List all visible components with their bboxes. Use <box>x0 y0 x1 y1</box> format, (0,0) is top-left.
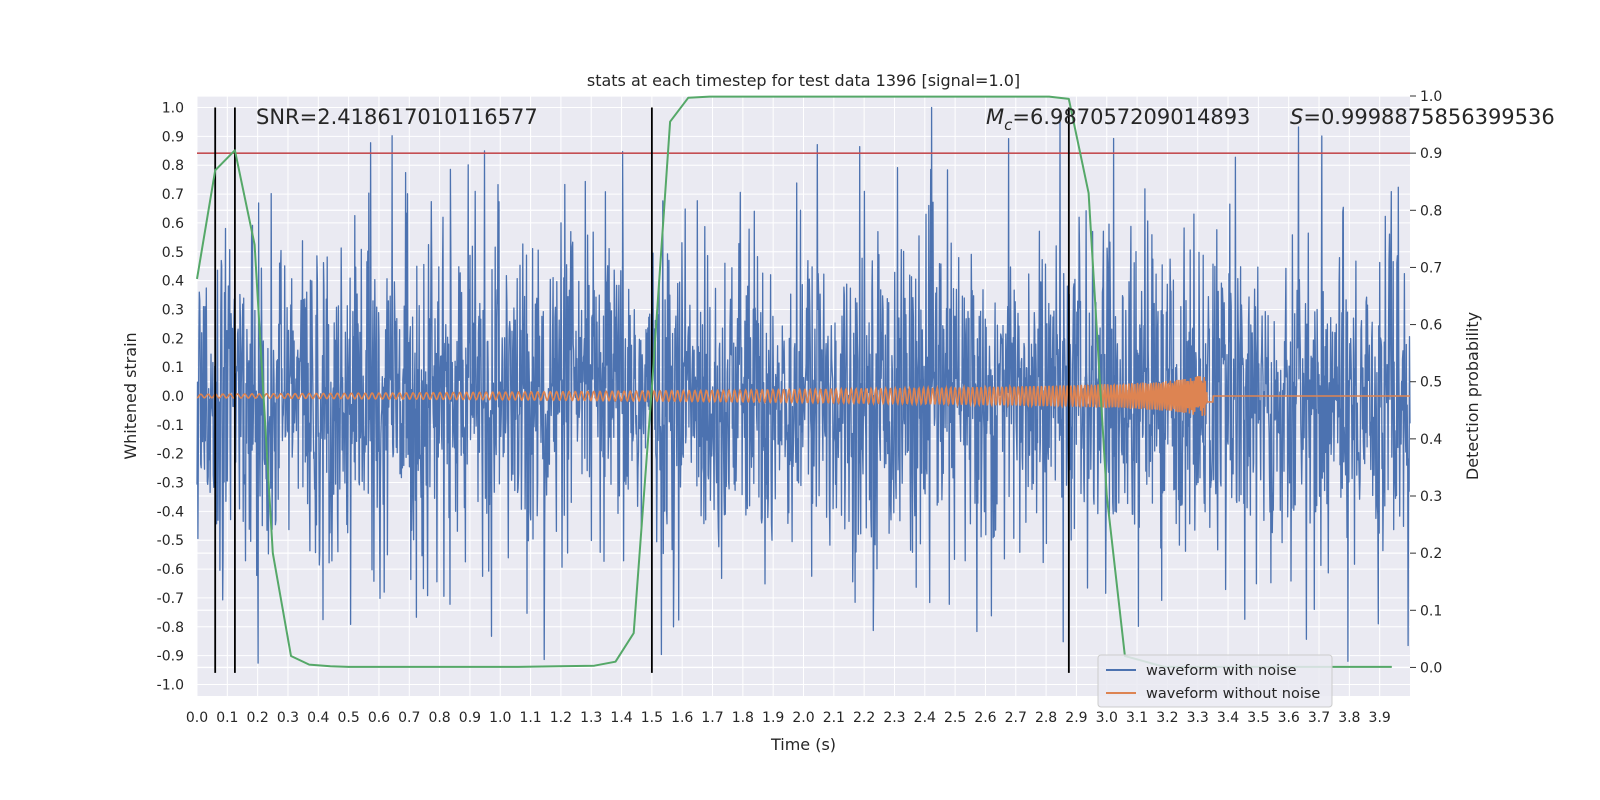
series-detection-probability <box>196 95 1392 668</box>
mc-value: =6.987057209014893 <box>1012 105 1250 129</box>
x-tick-label: 2.0 <box>792 710 814 726</box>
x-tick-label: 3.5 <box>1247 710 1269 726</box>
x-tick-label: 2.7 <box>1005 710 1027 726</box>
y-tick-label: -0.9 <box>157 649 184 665</box>
y2-axis-label: Detection probability <box>1463 312 1482 480</box>
series-waveform-without-noise <box>196 376 1410 416</box>
y-tick-label: 0.9 <box>162 129 184 145</box>
y-tick-label: 1.0 <box>162 101 184 117</box>
x-tick-label: 3.0 <box>1096 710 1118 726</box>
x-tick-label: 3.4 <box>1217 710 1239 726</box>
probability-trace <box>196 95 1392 668</box>
y2-tick-label: 0.4 <box>1420 432 1442 448</box>
y-tick-label: 0.2 <box>162 331 184 347</box>
y2-tick-label: 0.0 <box>1420 660 1442 676</box>
x-tick-label: 2.8 <box>1035 710 1057 726</box>
x-tick-label: 1.1 <box>519 710 541 726</box>
x-tick-label: 0.2 <box>247 710 269 726</box>
x-tick-label: 1.6 <box>671 710 693 726</box>
y2-tick-label: 0.8 <box>1420 203 1442 219</box>
y-tick-label: -0.8 <box>157 620 184 636</box>
mc-subscript: c <box>1004 116 1013 134</box>
y2-tick-label: 0.2 <box>1420 546 1442 562</box>
y-tick-label: 0.5 <box>162 245 184 261</box>
x-tick-label: 1.3 <box>580 710 602 726</box>
noise-trace <box>196 106 1411 664</box>
y2-tick-label: 0.5 <box>1420 375 1442 391</box>
x-tick-label: 0.4 <box>307 710 329 726</box>
y-tick-label: -0.6 <box>157 562 184 578</box>
y-tick-label: -0.2 <box>157 447 184 463</box>
x-tick-label: 1.9 <box>762 710 784 726</box>
y-tick-label: 0.6 <box>162 216 184 232</box>
x-tick-label: 2.3 <box>883 710 905 726</box>
x-tick-label: 0.9 <box>459 710 481 726</box>
y2-tick-label: 0.6 <box>1420 318 1442 334</box>
y-tick-label: 0.0 <box>162 389 184 405</box>
x-tick-label: 1.0 <box>489 710 511 726</box>
y-tick-label: 0.8 <box>162 158 184 174</box>
chart-title: stats at each timestep for test data 139… <box>587 71 1020 90</box>
y-tick-label: -0.3 <box>157 476 184 492</box>
y-tick-label: -0.4 <box>157 504 184 520</box>
x-tick-label: 1.4 <box>610 710 632 726</box>
y-tick-label: -0.7 <box>157 591 184 607</box>
s-annotation: S=0.9998875856399536 <box>1290 105 1555 129</box>
x-tick-label: 3.6 <box>1278 710 1300 726</box>
snr-annotation: SNR=2.418617010116577 <box>256 105 538 129</box>
s-symbol: S <box>1290 105 1303 129</box>
y-tick-label: -0.1 <box>157 418 184 434</box>
legend-label-noise: waveform with noise <box>1146 663 1297 679</box>
x-tick-label: 2.6 <box>974 710 996 726</box>
legend-label-clean: waveform without noise <box>1146 686 1320 702</box>
y-tick-label: -0.5 <box>157 533 184 549</box>
x-tick-label: 1.8 <box>732 710 754 726</box>
y-tick-label: -1.0 <box>157 677 184 693</box>
y-tick-label: 0.3 <box>162 302 184 318</box>
y2-axis-ticks: 1.0 0.9 0.8 0.7 0.6 0.5 0.4 0.3 0.2 0.1 0.0 <box>1410 89 1442 676</box>
x-tick-label: 0.8 <box>428 710 450 726</box>
x-tick-label: 0.1 <box>216 710 238 726</box>
x-tick-label: 2.5 <box>944 710 966 726</box>
x-tick-label: 0.6 <box>368 710 390 726</box>
legend-box <box>1097 654 1333 708</box>
s-value: =0.9998875856399536 <box>1303 105 1554 129</box>
y-tick-label: 0.7 <box>162 187 184 203</box>
x-tick-label: 2.2 <box>853 710 875 726</box>
x-tick-label: 1.7 <box>701 710 723 726</box>
x-tick-label: 3.7 <box>1308 710 1330 726</box>
x-tick-label: 3.8 <box>1338 710 1360 726</box>
mc-annotation: Mc=6.987057209014893 <box>986 105 1250 134</box>
y-tick-label: 0.4 <box>162 274 184 290</box>
y2-tick-label: 0.3 <box>1420 489 1442 505</box>
x-tick-label: 0.7 <box>398 710 420 726</box>
y2-tick-label: 0.7 <box>1420 260 1442 276</box>
x-tick-label: 2.9 <box>1065 710 1087 726</box>
x-tick-label: 0.3 <box>277 710 299 726</box>
y2-tick-label: 1.0 <box>1420 89 1442 105</box>
x-tick-label: 3.9 <box>1369 710 1391 726</box>
mc-symbol: M <box>986 105 1004 129</box>
x-tick-label: 3.2 <box>1156 710 1178 726</box>
x-tick-label: 1.5 <box>641 710 663 726</box>
y-axis-label: Whitened strain <box>121 332 140 459</box>
x-tick-label: 3.3 <box>1187 710 1209 726</box>
x-tick-label: 1.2 <box>550 710 572 726</box>
series-waveform-with-noise <box>196 106 1411 664</box>
x-tick-label: 2.4 <box>914 710 936 726</box>
y2-tick-label: 0.1 <box>1420 603 1442 619</box>
x-tick-label: 2.1 <box>823 710 845 726</box>
y2-tick-label: 0.9 <box>1420 146 1442 162</box>
x-axis-label: Time (s) <box>770 735 836 754</box>
x-tick-label: 0.0 <box>186 710 208 726</box>
y-axis-ticks: 1.0 0.9 0.8 0.7 0.6 0.5 0.4 0.3 0.2 0.1 0.0 -0.1 -0.… <box>157 101 184 694</box>
legend: waveform with noise waveform without noi… <box>1097 654 1333 708</box>
x-tick-label: 3.1 <box>1126 710 1148 726</box>
clean-trace <box>196 376 1410 416</box>
y-tick-label: 0.1 <box>162 360 184 376</box>
x-axis-ticks: 0.0 0.1 0.2 0.3 0.4 0.5 0.6 0.7 0.8 0.9 1.0 1.1 1.2 1… <box>186 710 1391 726</box>
x-tick-label: 0.5 <box>337 710 359 726</box>
